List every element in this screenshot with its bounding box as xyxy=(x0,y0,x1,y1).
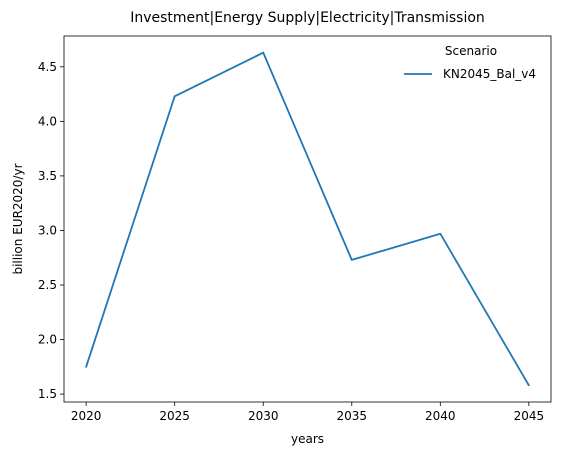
y-tick-label: 2.0 xyxy=(38,333,57,347)
legend-title: Scenario xyxy=(445,44,497,58)
y-tick-label: 2.5 xyxy=(38,278,57,292)
data-point xyxy=(85,365,88,368)
y-tick-label: 4.0 xyxy=(38,114,57,128)
x-axis-ticks: 2020 2025 2030 2035 2040 2045 xyxy=(71,402,544,423)
legend-label-kn2045-bal-v4: KN2045_Bal_v4 xyxy=(443,67,536,81)
x-tick-label: 2035 xyxy=(336,409,367,423)
series-line-kn2045-bal-v4 xyxy=(85,51,530,386)
plot-frame xyxy=(63,35,552,403)
y-tick-label: 3.0 xyxy=(38,223,57,237)
data-point xyxy=(439,232,442,235)
series-layer xyxy=(85,51,530,387)
x-tick-label: 2030 xyxy=(248,409,279,423)
x-tick-label: 2040 xyxy=(425,409,456,423)
x-tick-label: 2025 xyxy=(159,409,190,423)
legend: Scenario KN2045_Bal_v4 xyxy=(404,44,536,81)
data-point xyxy=(262,51,265,54)
y-axis-label: billion EUR2020/yr xyxy=(11,163,25,274)
x-tick-label: 2045 xyxy=(514,409,545,423)
plot-area xyxy=(64,36,551,402)
y-tick-label: 3.5 xyxy=(38,169,57,183)
y-tick-label: 1.5 xyxy=(38,387,57,401)
y-axis-ticks: 1.5 2.0 2.5 3.0 3.5 4.0 4.5 xyxy=(38,60,64,401)
x-tick-label: 2020 xyxy=(71,409,102,423)
data-point xyxy=(527,384,530,387)
y-tick-label: 4.5 xyxy=(38,60,57,74)
data-point xyxy=(173,95,176,98)
x-axis-label: years xyxy=(291,432,324,446)
data-point xyxy=(350,259,353,261)
chart-title: Investment|Energy Supply|Electricity|Tra… xyxy=(130,10,485,26)
